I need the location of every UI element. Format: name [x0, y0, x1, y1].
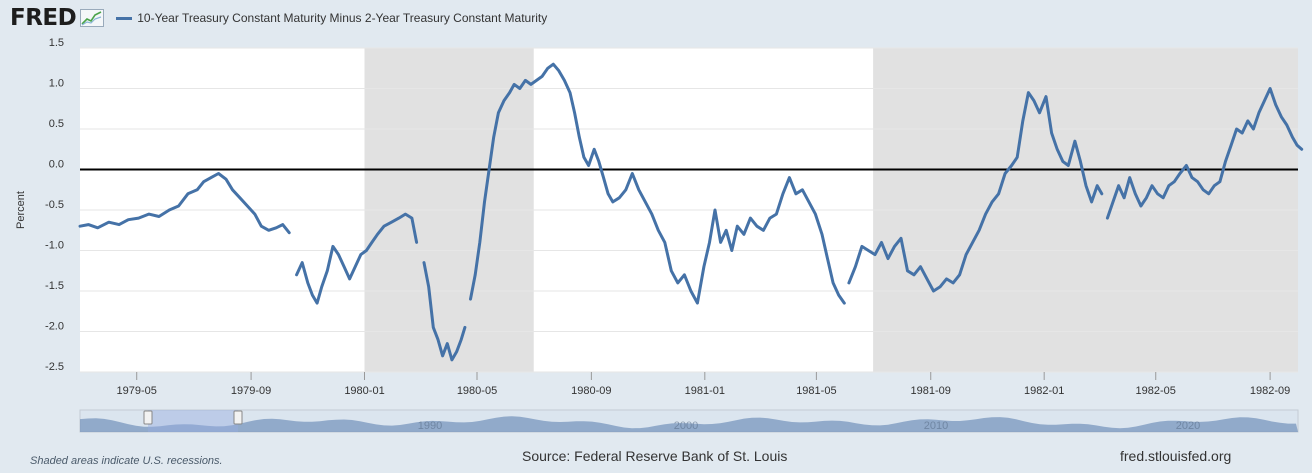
navigator-label: 1990	[418, 420, 442, 432]
y-tick-label: -2.0	[45, 321, 64, 333]
chart-legend[interactable]: 10-Year Treasury Constant Maturity Minus…	[116, 11, 547, 25]
navigator-selection	[148, 410, 238, 432]
y-axis-title: Percent	[15, 191, 27, 229]
legend-label: 10-Year Treasury Constant Maturity Minus…	[137, 11, 548, 25]
x-tick-label: 1979-05	[117, 385, 157, 397]
series-line	[422, 261, 467, 362]
y-tick-label: -1.0	[45, 240, 64, 252]
y-tick-label: -1.5	[45, 280, 64, 292]
x-tick-labels: 1979-05 1979-09 1980-01 1980-05 1980-09 1981-…	[117, 372, 1290, 397]
y-tick-label: 1.5	[49, 37, 64, 49]
fred-logo[interactable]: FRED	[10, 5, 77, 31]
x-tick-label: 1980-05	[457, 385, 497, 397]
series-lines	[78, 62, 1304, 362]
y-tick-label: 0.5	[49, 118, 64, 130]
y-tick-label: 1.0	[49, 78, 64, 90]
navigator-label: 2000	[674, 420, 698, 432]
x-tick-label: 1981-05	[796, 385, 836, 397]
x-tick-label: 1981-01	[685, 385, 725, 397]
range-navigator[interactable]: 1990 2000 2010 2020	[79, 409, 1299, 433]
x-tick-label: 1980-01	[344, 385, 384, 397]
x-tick-label: 1982-09	[1250, 385, 1290, 397]
series-line	[1105, 87, 1304, 220]
y-tick-label: -0.5	[45, 199, 64, 211]
recession-note: Shaded areas indicate U.S. recessions.	[30, 455, 223, 467]
legend-swatch	[116, 16, 133, 20]
y-tick-label: -2.5	[45, 361, 64, 373]
x-tick-label: 1982-05	[1136, 385, 1176, 397]
source-credit: Source: Federal Reserve Bank of St. Loui…	[522, 448, 788, 464]
x-tick-label: 1979-09	[231, 385, 271, 397]
series-line	[469, 62, 846, 305]
navigator-label: 2010	[924, 420, 948, 432]
y-tick-label: 0.0	[49, 159, 64, 171]
navigator-label: 2020	[1176, 420, 1200, 432]
chart-line-icon	[80, 9, 105, 27]
y-tick-labels: 1.5 1.0 0.5 0.0 -0.5 -1.0 -1.5 -2.0 -2.5	[45, 37, 64, 373]
x-tick-label: 1980-09	[571, 385, 611, 397]
navigator-handle[interactable]	[233, 410, 243, 425]
navigator-area	[80, 416, 1298, 432]
series-line	[78, 172, 291, 235]
fred-url-link[interactable]: fred.stlouisfed.org	[1120, 448, 1232, 464]
x-tick-label: 1981-09	[911, 385, 951, 397]
chart-header: FRED 10-Year Treasury Constant Maturity …	[10, 4, 547, 32]
y-axis-label: Percent	[15, 191, 27, 229]
series-line	[295, 212, 419, 305]
navigator-handle[interactable]	[143, 410, 153, 425]
x-tick-label: 1982-01	[1024, 385, 1064, 397]
series-line	[847, 91, 1104, 293]
